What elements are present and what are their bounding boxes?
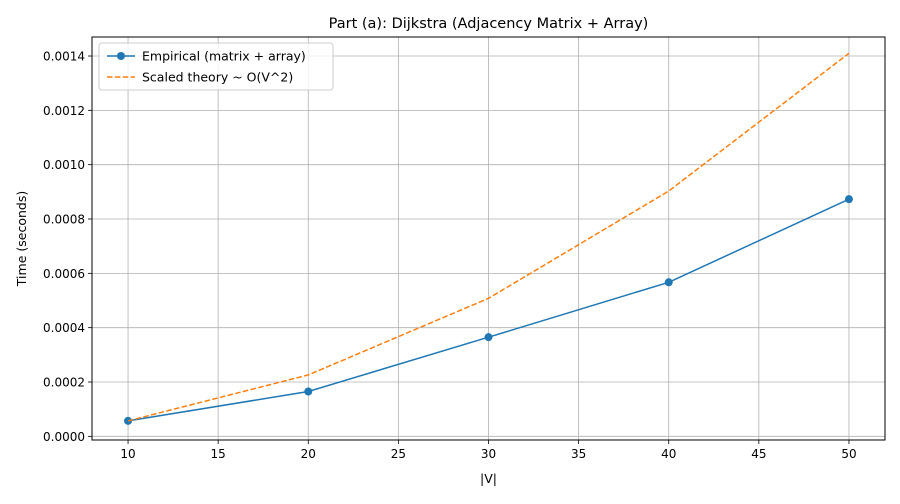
- x-tick-label: 50: [841, 447, 856, 461]
- series-line-theory: [127, 52, 850, 422]
- y-axis-label: Time (seconds): [14, 191, 29, 287]
- chart-title: Part (a): Dijkstra (Adjacency Matrix + A…: [329, 16, 649, 32]
- x-tick-label: 10: [120, 447, 135, 461]
- y-tick-label: 0.0004: [43, 321, 85, 335]
- y-axis-ticks: 0.0000 0.0002 0.0004 0.0006 0.0008 0.0010 0.00…: [43, 50, 92, 444]
- data-point: [124, 416, 133, 425]
- legend-marker-empirical: [117, 52, 125, 60]
- x-axis-ticks: 10 15 20 25 30 35 40 45 50: [120, 440, 857, 461]
- y-tick-label: 0.0012: [43, 104, 85, 118]
- data-point: [484, 333, 493, 342]
- x-axis-label: |V|: [480, 471, 497, 486]
- y-tick-label: 0.0000: [43, 430, 85, 444]
- x-tick-label: 35: [571, 447, 586, 461]
- x-tick-label: 45: [751, 447, 766, 461]
- legend-box: [98, 42, 334, 91]
- x-tick-label: 15: [211, 447, 226, 461]
- y-tick-label: 0.0008: [43, 213, 85, 227]
- legend: Empirical (matrix + array) Scaled theory…: [98, 42, 334, 91]
- data-point: [304, 387, 313, 396]
- y-tick-label: 0.0010: [43, 158, 85, 172]
- data-point: [664, 278, 673, 287]
- y-tick-label: 0.0002: [43, 376, 85, 390]
- legend-label-theory: Scaled theory ~ O(V^2): [142, 70, 293, 85]
- y-tick-label: 0.0014: [43, 50, 85, 64]
- series: [124, 52, 853, 425]
- x-tick-label: 20: [301, 447, 316, 461]
- y-tick-label: 0.0006: [43, 267, 85, 281]
- x-tick-label: 40: [661, 447, 676, 461]
- legend-label-empirical: Empirical (matrix + array): [142, 49, 306, 64]
- grid: [92, 37, 885, 440]
- x-tick-label: 30: [481, 447, 496, 461]
- x-tick-label: 25: [391, 447, 406, 461]
- data-point: [844, 195, 853, 204]
